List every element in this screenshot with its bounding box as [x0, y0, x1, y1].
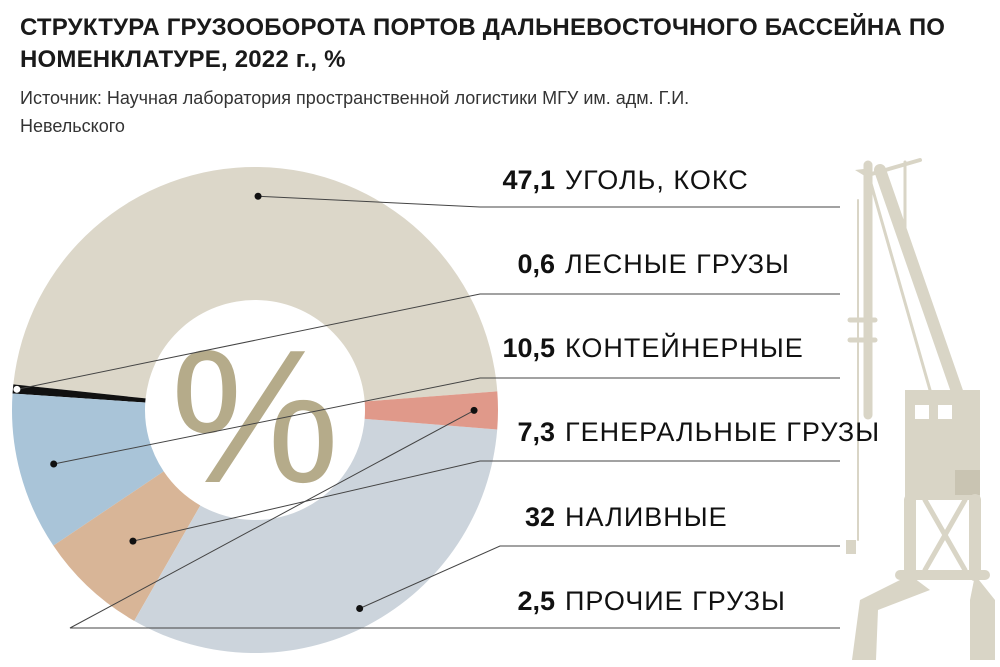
data-label-category: ГЕНЕРАЛЬНЫЕ ГРУЗЫ	[565, 417, 880, 447]
data-label-value: 0,6	[517, 249, 555, 279]
data-label-category: УГОЛЬ, КОКС	[565, 165, 749, 195]
data-label-category: ПРОЧИЕ ГРУЗЫ	[565, 586, 786, 616]
leader-line-генеральные-грузы	[132, 460, 840, 542]
data-label-category: НАЛИВНЫЕ	[565, 502, 728, 532]
slice-лесные-грузы	[12, 384, 146, 403]
leader-line-наливные	[359, 545, 840, 609]
chart-source: Источник: Научная лаборатория пространст…	[20, 88, 690, 136]
data-label-value: 47,1	[502, 165, 555, 195]
leader-line-лесные-грузы	[16, 293, 840, 390]
data-label-value: 10,5	[502, 333, 555, 363]
data-label-value: 32	[525, 502, 555, 532]
slice-генеральные-грузы	[53, 471, 201, 621]
data-label-category: ЛЕСНЫЕ ГРУЗЫ	[565, 249, 790, 279]
leader-dot-контейнерные	[50, 460, 58, 468]
percent-symbol: %	[171, 311, 340, 523]
slice-уголь-кокс	[13, 167, 498, 402]
data-label-category: КОНТЕЙНЕРНЫЕ	[565, 332, 804, 363]
leader-dot-генеральные-грузы	[129, 537, 137, 545]
port-crane-icon	[846, 158, 995, 660]
data-label-value: 2,5	[517, 586, 555, 616]
leader-line-контейнерные	[53, 377, 840, 465]
slice-контейнерные	[11, 393, 164, 546]
leader-dot-лесные-грузы	[13, 385, 21, 393]
leader-line-прочие-грузы	[69, 409, 840, 629]
leader-dot-прочие-грузы	[470, 406, 478, 414]
slice-прочие-грузы	[364, 391, 498, 430]
leader-line-уголь-кокс	[258, 195, 840, 208]
chart-title: СТРУКТУРА ГРУЗООБОРОТА ПОРТОВ ДАЛЬНЕВОСТ…	[20, 14, 946, 73]
leader-dot-уголь-кокс	[254, 192, 262, 200]
leader-dot-наливные	[356, 604, 364, 612]
slice-наливные	[134, 418, 498, 653]
data-label-value: 7,3	[517, 417, 555, 447]
